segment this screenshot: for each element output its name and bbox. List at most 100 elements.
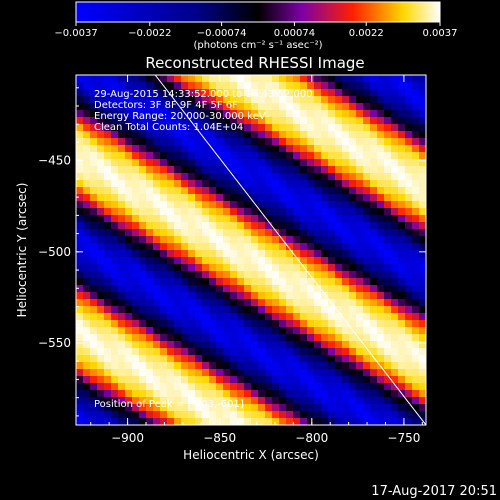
- heatmap-cell: [398, 166, 406, 174]
- heatmap-cell: [237, 236, 245, 244]
- heatmap-cell: [216, 327, 224, 335]
- heatmap-cell: [160, 397, 168, 405]
- heatmap-cell: [279, 166, 287, 174]
- heatmap-cell: [83, 327, 91, 335]
- heatmap-cell: [258, 348, 266, 356]
- heatmap-cell: [230, 152, 238, 160]
- heatmap-cell: [230, 82, 238, 90]
- heatmap-cell: [230, 348, 238, 356]
- heatmap-cell: [97, 299, 105, 307]
- heatmap-cell: [237, 159, 245, 167]
- heatmap-cell: [216, 362, 224, 370]
- heatmap-cell: [328, 208, 336, 216]
- heatmap-cell: [174, 362, 182, 370]
- heatmap-cell: [370, 257, 378, 265]
- heatmap-cell: [363, 320, 371, 328]
- heatmap-cell: [405, 292, 413, 300]
- heatmap-cell: [258, 131, 266, 139]
- heatmap-cell: [174, 138, 182, 146]
- heatmap-cell: [97, 404, 105, 412]
- heatmap-cell: [272, 292, 280, 300]
- heatmap-cell: [391, 124, 399, 132]
- heatmap-cell: [167, 369, 175, 377]
- heatmap-cell: [363, 278, 371, 286]
- heatmap-cell: [398, 369, 406, 377]
- heatmap-cell: [300, 383, 308, 391]
- heatmap-cell: [237, 215, 245, 223]
- heatmap-cell: [223, 250, 231, 258]
- heatmap-cell: [174, 124, 182, 132]
- heatmap-cell: [146, 229, 154, 237]
- heatmap-cell: [209, 313, 217, 321]
- heatmap-cell: [118, 222, 126, 230]
- heatmap-cell: [377, 180, 385, 188]
- heatmap-cell: [230, 271, 238, 279]
- heatmap-cell: [160, 250, 168, 258]
- heatmap-cell: [76, 376, 84, 384]
- heatmap-cell: [153, 250, 161, 258]
- heatmap-cell: [244, 131, 252, 139]
- heatmap-cell: [76, 236, 84, 244]
- heatmap-cell: [125, 75, 133, 83]
- heatmap-cell: [188, 257, 196, 265]
- heatmap-cell: [223, 362, 231, 370]
- y-tick-label: −500: [38, 245, 71, 259]
- heatmap-cell: [188, 75, 196, 83]
- heatmap-cell: [83, 278, 91, 286]
- heatmap-cell: [286, 306, 294, 314]
- heatmap-cell: [202, 320, 210, 328]
- heatmap-cell: [370, 145, 378, 153]
- heatmap-cell: [118, 96, 126, 104]
- heatmap-cell: [118, 334, 126, 342]
- heatmap-cell: [342, 341, 350, 349]
- heatmap-cell: [370, 75, 378, 83]
- heatmap-cell: [272, 229, 280, 237]
- heatmap-cell: [230, 383, 238, 391]
- heatmap-cell: [153, 96, 161, 104]
- heatmap-cell: [181, 313, 189, 321]
- heatmap-cell: [328, 159, 336, 167]
- heatmap-cell: [314, 243, 322, 251]
- heatmap-cell: [377, 320, 385, 328]
- heatmap-cell: [328, 369, 336, 377]
- heatmap-cell: [328, 96, 336, 104]
- heatmap-cell: [244, 299, 252, 307]
- heatmap-cell: [286, 376, 294, 384]
- heatmap-cell: [216, 271, 224, 279]
- heatmap-cell: [419, 285, 426, 293]
- heatmap-cell: [398, 362, 406, 370]
- heatmap-cell: [335, 411, 343, 419]
- heatmap-cell: [412, 355, 420, 363]
- heatmap-cell: [230, 411, 238, 419]
- heatmap-cell: [223, 257, 231, 265]
- heatmap-cell: [335, 82, 343, 90]
- heatmap-cell: [405, 222, 413, 230]
- heatmap-cell: [104, 180, 112, 188]
- heatmap-cell: [307, 257, 315, 265]
- heatmap-cell: [342, 75, 350, 83]
- heatmap-cell: [300, 348, 308, 356]
- heatmap-cell: [195, 271, 203, 279]
- heatmap-cell: [349, 376, 357, 384]
- heatmap-cell: [90, 369, 98, 377]
- heatmap-cell: [83, 418, 91, 425]
- heatmap-cell: [258, 376, 266, 384]
- heatmap-cell: [244, 152, 252, 160]
- heatmap-cell: [139, 362, 147, 370]
- heatmap-cell: [412, 397, 420, 405]
- heatmap-cell: [174, 145, 182, 153]
- heatmap-cell: [104, 194, 112, 202]
- x-axis-ticks: −900 −850 −800 −750: [90, 75, 423, 445]
- heatmap-cell: [328, 75, 336, 83]
- heatmap-cell: [237, 299, 245, 307]
- heatmap-cell: [307, 306, 315, 314]
- heatmap-cell: [405, 229, 413, 237]
- heatmap-cell: [349, 264, 357, 272]
- heatmap-cell: [83, 271, 91, 279]
- heatmap-cell: [356, 383, 364, 391]
- heatmap-cell: [139, 285, 147, 293]
- heatmap-cell: [419, 131, 426, 139]
- heatmap-cell: [377, 404, 385, 412]
- heatmap-cell: [314, 341, 322, 349]
- heatmap-cell: [307, 110, 315, 118]
